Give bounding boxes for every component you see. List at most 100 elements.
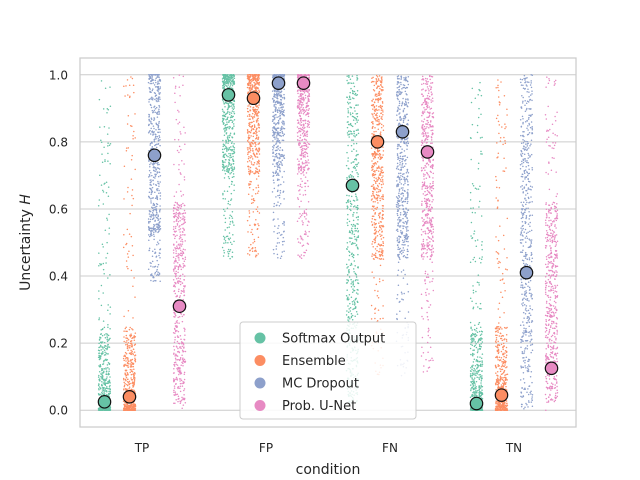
strip-point <box>258 149 260 152</box>
strip-point <box>252 143 254 145</box>
strip-point <box>504 123 506 125</box>
strip-point <box>372 162 375 165</box>
strip-point <box>233 184 235 186</box>
strip-point <box>353 233 355 236</box>
strip-point <box>278 197 281 199</box>
strip-point <box>496 380 499 382</box>
strip-point <box>348 259 350 261</box>
strip-point <box>131 408 133 411</box>
strip-point <box>357 129 359 132</box>
strip-point <box>476 367 478 370</box>
strip-point <box>469 384 472 386</box>
strip-point <box>101 372 103 374</box>
strip-point <box>229 83 232 85</box>
strip-point <box>380 107 383 109</box>
strip-point <box>221 159 224 162</box>
strip-point <box>353 143 355 145</box>
strip-point <box>257 124 259 126</box>
strip-point <box>247 82 249 85</box>
strip-point <box>355 238 358 240</box>
strip-point <box>281 233 283 236</box>
strip-point <box>151 186 154 189</box>
strip-point <box>231 136 233 138</box>
strip-point <box>129 363 131 365</box>
strip-point <box>352 119 355 121</box>
strip-point <box>257 171 259 174</box>
strip-point <box>347 110 350 112</box>
strip-point <box>149 175 151 177</box>
strip-point <box>378 94 381 97</box>
strip-point <box>154 79 157 81</box>
strip-point <box>370 195 373 197</box>
strip-point <box>473 353 475 356</box>
strip-point <box>229 81 232 84</box>
strip-point <box>249 118 251 120</box>
strip-point <box>132 365 135 368</box>
strip-point <box>256 161 259 163</box>
strip-point <box>253 116 256 118</box>
strip-point <box>228 185 231 188</box>
strip-point <box>149 98 151 100</box>
strip-point <box>157 75 159 77</box>
strip-point <box>101 367 103 370</box>
strip-point <box>471 123 474 126</box>
strip-point <box>233 111 235 113</box>
strip-point <box>350 130 352 133</box>
strip-point <box>158 252 161 254</box>
strip-point <box>475 290 477 293</box>
strip-point <box>371 175 374 177</box>
strip-point <box>357 218 359 221</box>
strip-point <box>99 364 102 366</box>
strip-point <box>157 80 159 83</box>
strip-point <box>381 105 384 108</box>
strip-point <box>150 227 153 230</box>
strip-point <box>102 189 104 192</box>
strip-point <box>505 167 507 169</box>
strip-point <box>152 280 155 282</box>
strip-point <box>149 227 152 230</box>
strip-point <box>376 167 379 170</box>
strip-point <box>133 335 136 337</box>
strip-point <box>374 212 376 214</box>
strip-point <box>481 397 483 400</box>
strip-point <box>249 147 251 150</box>
strip-point <box>377 243 380 246</box>
strip-point <box>476 394 478 397</box>
strip-point <box>370 318 373 320</box>
strip-point <box>481 365 483 367</box>
strip-point <box>153 84 156 86</box>
strip-point <box>131 362 133 365</box>
strip-point <box>278 194 281 197</box>
strip-point <box>251 74 254 76</box>
strip-point <box>373 232 376 235</box>
strip-point <box>353 97 355 100</box>
strip-point <box>473 328 476 331</box>
strip-point <box>505 408 507 411</box>
strip-point <box>353 90 356 93</box>
strip-point <box>156 244 158 246</box>
strip-point <box>479 81 481 84</box>
strip-point <box>252 140 255 142</box>
strip-point <box>497 375 499 377</box>
strip-point <box>353 289 356 292</box>
strip-point <box>158 230 160 233</box>
strip-point <box>377 118 379 121</box>
strip-point <box>480 380 483 382</box>
strip-point <box>251 228 253 231</box>
strip-point <box>252 108 254 111</box>
strip-point <box>126 388 128 390</box>
strip-point <box>123 379 125 381</box>
strip-point <box>503 326 506 329</box>
strip-point <box>228 177 231 180</box>
strip-point <box>503 355 505 358</box>
strip-point <box>100 141 103 144</box>
strip-point <box>481 391 483 394</box>
strip-point <box>154 92 157 95</box>
strip-point <box>224 81 226 84</box>
strip-point <box>148 160 150 162</box>
strip-point <box>352 308 354 311</box>
strip-point <box>497 331 499 333</box>
strip-point <box>273 202 276 205</box>
strip-point <box>247 148 249 151</box>
strip-point <box>223 167 225 170</box>
